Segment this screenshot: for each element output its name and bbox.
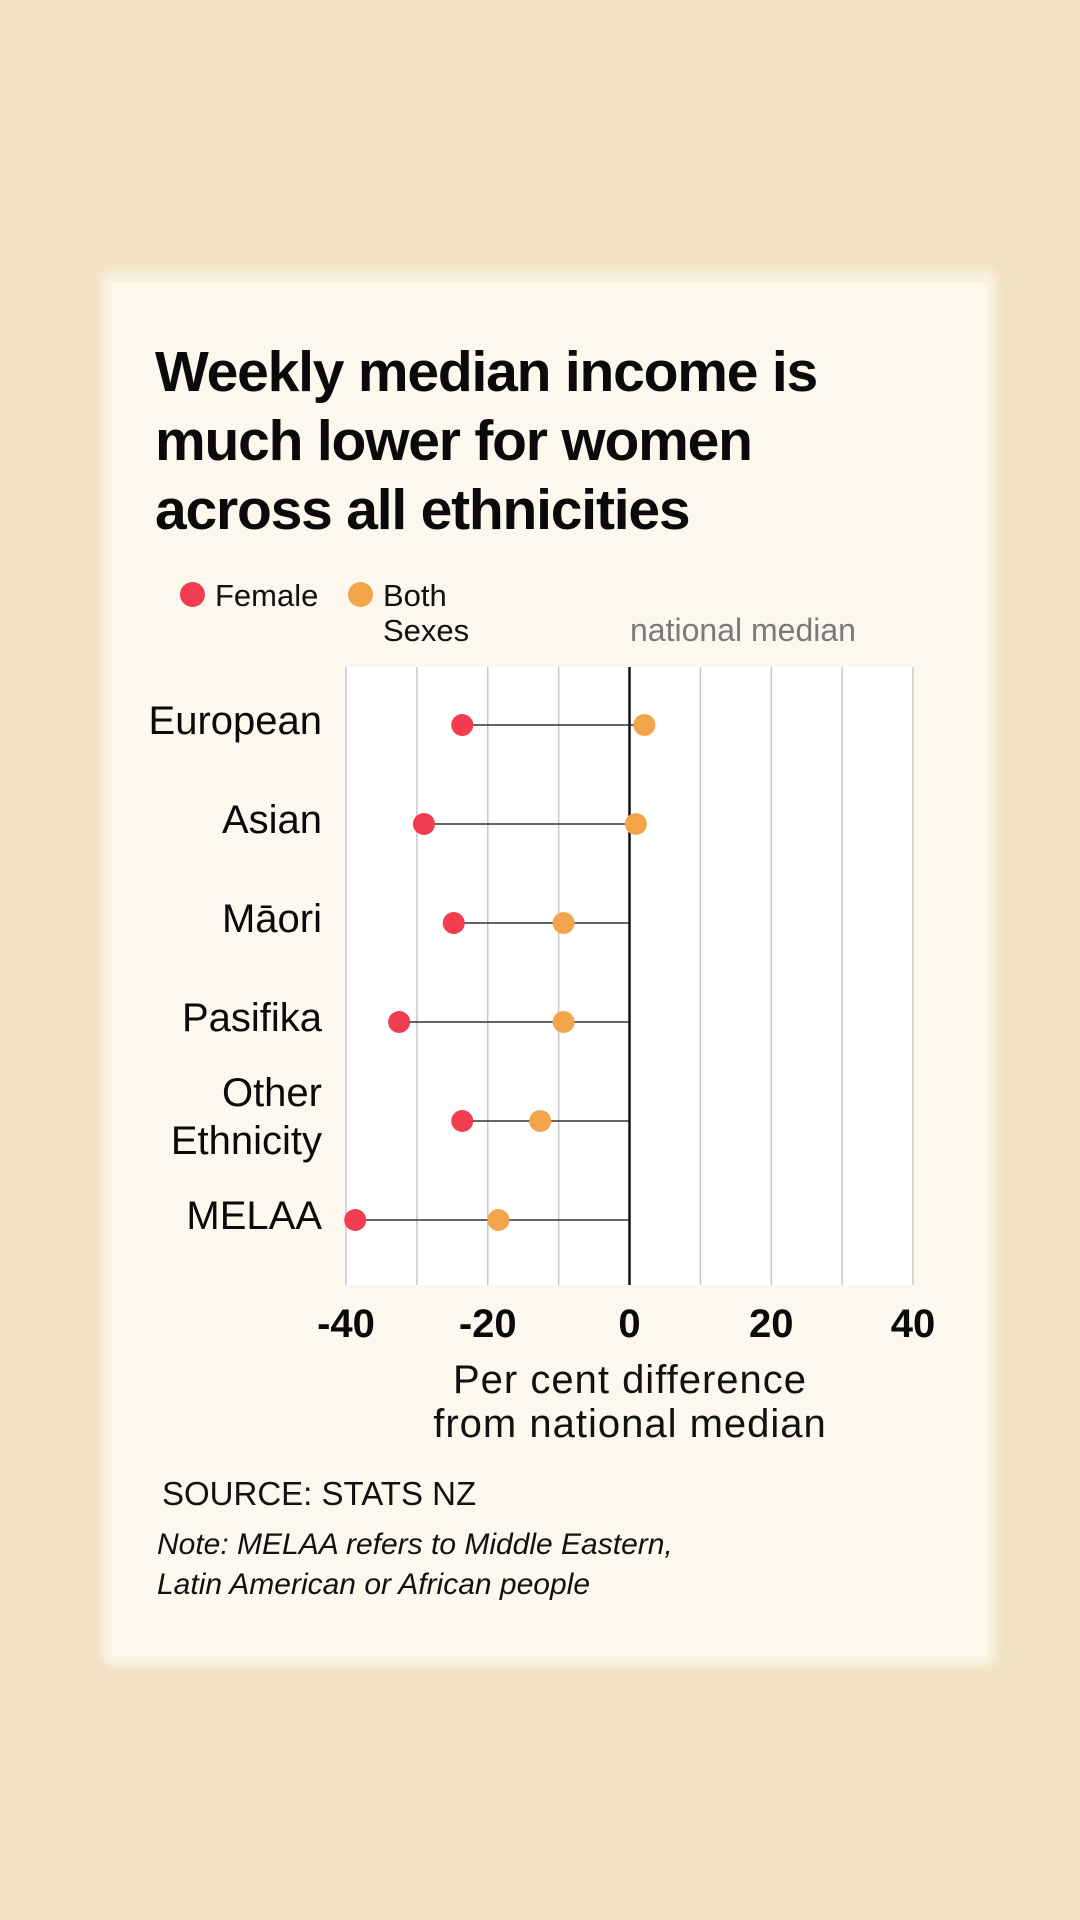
x-axis-label-line2: from national median	[433, 1402, 827, 1446]
legend-label-both-line1: Both	[383, 578, 447, 613]
both-sexes-point	[624, 813, 647, 835]
female-point	[442, 912, 465, 934]
legend-label-both: Both Sexes	[383, 578, 469, 648]
x-tick-label: 20	[749, 1302, 794, 1346]
category-label: MELAA	[186, 1194, 322, 1238]
x-axis-label: Per cent difference from national median	[330, 1358, 930, 1446]
female-point	[412, 813, 435, 835]
category-label: European	[148, 699, 322, 743]
both-sexes-point	[633, 714, 656, 736]
legend-item-both: Both Sexes	[348, 578, 469, 648]
female-point	[451, 1110, 474, 1132]
chart-title: Weekly median income is much lower for w…	[155, 340, 818, 542]
category-label: Pasifika	[181, 996, 322, 1040]
both-sexes-point	[487, 1209, 510, 1231]
x-tick-label: -20	[458, 1302, 517, 1346]
legend-label-both-line2: Sexes	[383, 613, 470, 648]
source-credit: SOURCE: STATS NZ	[162, 1475, 477, 1512]
category-label: Other Ethnicity	[170, 1071, 322, 1163]
x-axis-label-line1: Per cent difference	[452, 1358, 808, 1402]
category-label: Asian	[221, 798, 322, 842]
female-point	[451, 714, 474, 736]
category-label: Māori	[221, 897, 322, 941]
legend-item-female: Female	[180, 578, 318, 613]
footnote-line1: Note: MELAA refers to Middle Eastern,	[157, 1528, 673, 1561]
footnote-line2: Latin American or African people	[157, 1568, 591, 1601]
footnote: Note: MELAA refers to Middle Eastern, La…	[157, 1525, 857, 1605]
female-point	[344, 1209, 367, 1231]
both-sexes-marker-icon	[348, 582, 373, 607]
female-point	[388, 1011, 411, 1033]
both-sexes-point	[552, 1011, 575, 1033]
reference-line-label: national median	[630, 612, 856, 648]
both-sexes-point	[552, 912, 575, 934]
x-tick-label: -40	[317, 1302, 375, 1346]
female-marker-icon	[180, 582, 205, 607]
legend-label-female: Female	[215, 578, 319, 613]
x-tick-label: 40	[890, 1302, 936, 1346]
x-tick-label: 0	[618, 1302, 641, 1346]
both-sexes-point	[529, 1110, 552, 1132]
